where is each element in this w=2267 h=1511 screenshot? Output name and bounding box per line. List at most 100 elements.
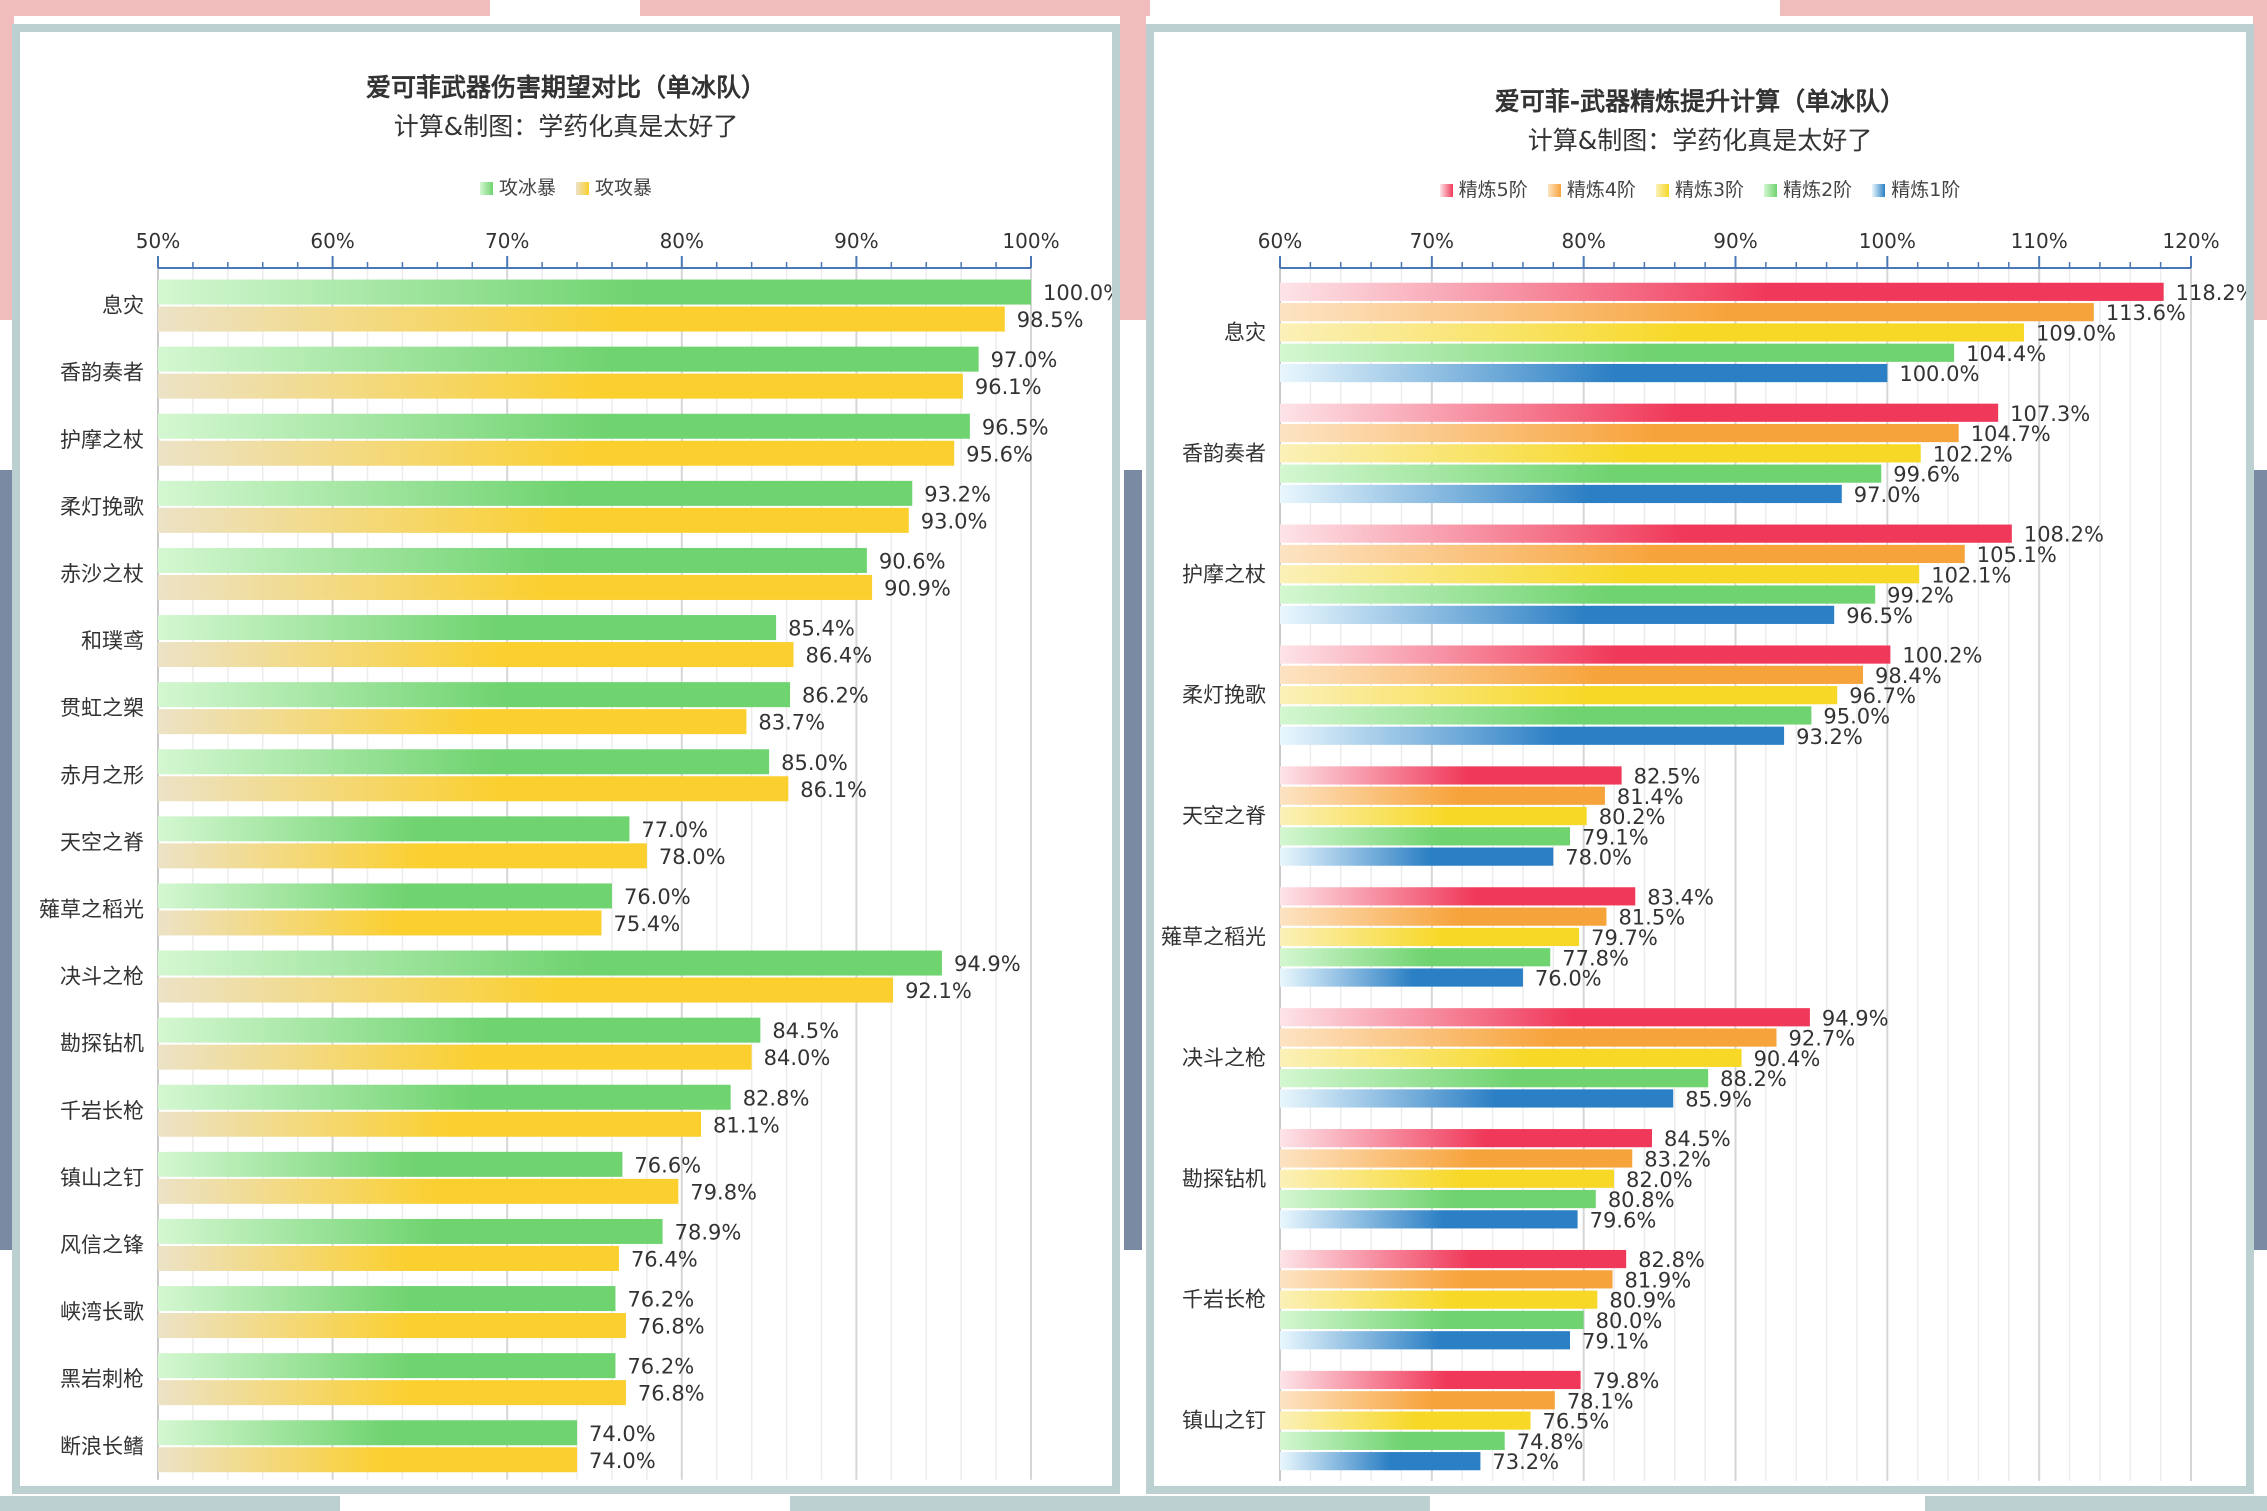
bar xyxy=(1280,605,1835,624)
bar xyxy=(158,373,963,399)
legend-item-refine-4[interactable]: 精炼4阶 xyxy=(1547,175,1636,202)
legend-item-attack-attack-crit[interactable]: 攻攻暴 xyxy=(576,173,652,200)
legend-label: 精炼2阶 xyxy=(1783,179,1853,201)
legend-label: 攻冰暴 xyxy=(498,177,556,199)
x-tick-label: 100% xyxy=(1859,229,1916,253)
decor-teal-bottom-mid xyxy=(790,1496,1430,1511)
chart-panel-refinement: 爱可菲-武器精炼提升计算（单冰队） 计算&制图：学药化真是太好了 精炼5阶 精炼… xyxy=(1146,24,2254,1494)
bar xyxy=(158,413,970,439)
category-label: 薙草之稻光 xyxy=(39,897,144,921)
bar xyxy=(1280,1129,1652,1148)
x-tick-label: 90% xyxy=(834,229,878,253)
data-label: 100.0% xyxy=(1899,362,1979,386)
bar xyxy=(158,816,630,842)
x-tick-label: 70% xyxy=(485,229,529,253)
bar xyxy=(158,507,909,533)
chart-subtitle: 计算&制图：学药化真是太好了 xyxy=(1527,126,1873,155)
decor-teal-bottom-right xyxy=(1925,1496,2267,1511)
bar xyxy=(1280,847,1554,866)
data-label: 81.4% xyxy=(1617,785,1684,809)
bar xyxy=(1280,1391,1555,1410)
data-label: 92.1% xyxy=(905,979,972,1003)
decor-slate-mid-edge xyxy=(1124,470,1142,1250)
bar xyxy=(158,1151,623,1177)
bar xyxy=(1280,585,1876,604)
legend-item-refine-3[interactable]: 精炼3阶 xyxy=(1655,175,1744,202)
data-label: 80.0% xyxy=(1596,1309,1663,1333)
bar xyxy=(1280,444,1921,463)
bar xyxy=(1280,343,1955,362)
bar xyxy=(1280,948,1551,967)
data-label: 93.2% xyxy=(1796,725,1863,749)
category-label: 香韵奏者 xyxy=(1182,441,1266,465)
bar xyxy=(1280,968,1523,987)
bar xyxy=(1280,1290,1598,1309)
data-label: 94.9% xyxy=(954,952,1021,976)
data-label: 82.8% xyxy=(1638,1248,1705,1272)
bar xyxy=(158,1313,626,1339)
data-label: 76.5% xyxy=(1543,1410,1610,1434)
chart-legend: 攻冰暴 攻攻暴 xyxy=(20,173,1112,200)
data-label: 79.6% xyxy=(1590,1208,1657,1232)
category-label: 千岩长枪 xyxy=(1182,1288,1266,1312)
legend-item-refine-5[interactable]: 精炼5阶 xyxy=(1439,175,1528,202)
legend-swatch xyxy=(1547,184,1561,197)
data-label: 83.4% xyxy=(1647,885,1714,909)
data-label: 82.5% xyxy=(1634,764,1701,788)
legend-item-refine-2[interactable]: 精炼2阶 xyxy=(1764,175,1852,202)
bar xyxy=(1280,1370,1581,1390)
category-label: 天空之脊 xyxy=(60,830,144,854)
bar xyxy=(1280,1189,1596,1209)
chart-title-block: 爱可菲武器伤害期望对比（单冰队） 计算&制图：学药化真是太好了 xyxy=(20,68,1112,143)
data-label: 96.5% xyxy=(982,415,1049,439)
plot-area: 50% 60% 70% 80% 90% 100% 息灾 100.0% 98.5% 香韵奏者 97.0… xyxy=(39,229,1112,1480)
bar xyxy=(158,776,789,802)
legend-item-refine-1[interactable]: 精炼1阶 xyxy=(1872,175,1960,202)
bar xyxy=(158,910,602,936)
category-label: 和璞鸢 xyxy=(81,629,144,653)
data-label: 105.1% xyxy=(1977,543,2057,567)
data-label: 77.8% xyxy=(1562,946,1629,970)
legend-item-attack-cryo-crit[interactable]: 攻冰暴 xyxy=(479,173,556,200)
bar xyxy=(158,1111,702,1137)
bar xyxy=(1280,464,1882,483)
decor-slate-right-edge xyxy=(2254,470,2267,1250)
bar xyxy=(1280,887,1636,906)
x-tick-label: 60% xyxy=(310,229,354,253)
bar xyxy=(1280,1169,1615,1188)
data-label: 85.4% xyxy=(788,617,855,641)
decor-pink-top-left xyxy=(0,0,490,16)
legend-label: 攻攻暴 xyxy=(595,177,653,199)
bar xyxy=(1280,827,1571,846)
bar xyxy=(1280,907,1607,926)
chart-title: 爱可菲武器伤害期望对比（单冰队） xyxy=(365,73,766,102)
bar xyxy=(158,749,770,775)
data-label: 86.1% xyxy=(800,778,867,802)
data-label: 97.0% xyxy=(1854,483,1921,507)
x-tick-label: 50% xyxy=(136,229,180,253)
data-label: 94.9% xyxy=(1822,1006,1889,1030)
bar xyxy=(1280,303,2094,322)
category-label: 香韵奏者 xyxy=(60,361,144,385)
data-label: 98.4% xyxy=(1875,664,1942,688)
data-label: 92.7% xyxy=(1788,1027,1855,1051)
x-tick-label: 80% xyxy=(1561,229,1605,253)
legend-label: 精炼4阶 xyxy=(1566,179,1636,201)
category-label: 决斗之枪 xyxy=(1182,1046,1266,1070)
x-tick-label: 100% xyxy=(1002,229,1059,253)
data-label: 81.1% xyxy=(713,1113,780,1137)
data-label: 74.0% xyxy=(589,1422,656,1446)
bar xyxy=(158,1017,761,1043)
bar xyxy=(1280,1028,1777,1047)
bar xyxy=(1280,665,1864,684)
legend-swatch xyxy=(1439,184,1453,197)
bar xyxy=(1280,1270,1613,1289)
chart-legend: 精炼5阶 精炼4阶 精炼3阶 精炼2阶 精炼1阶 xyxy=(1154,175,2246,202)
data-label: 78.1% xyxy=(1567,1389,1634,1413)
bar xyxy=(158,346,979,372)
legend-swatch xyxy=(1872,184,1886,197)
data-label: 75.4% xyxy=(613,912,680,936)
category-label: 峡湾长歌 xyxy=(60,1300,144,1324)
data-label: 78.0% xyxy=(659,845,726,869)
category-label: 赤月之形 xyxy=(60,763,144,787)
